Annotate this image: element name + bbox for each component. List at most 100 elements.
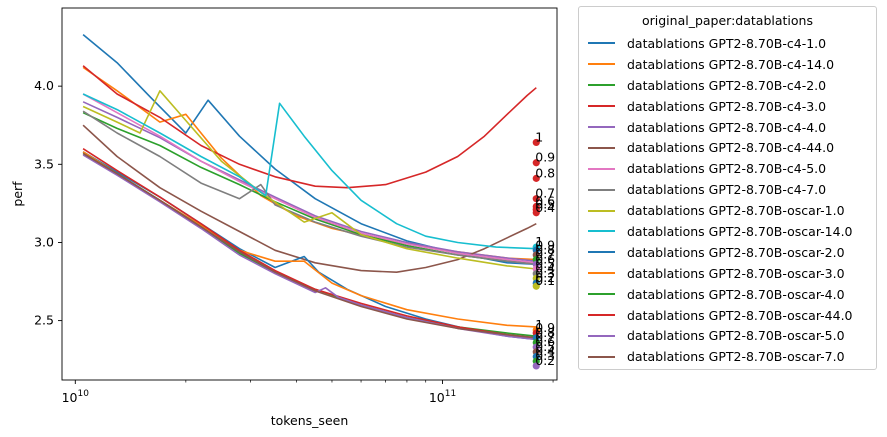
legend-label: datablations GPT2-8.70B-c4-44.0: [627, 140, 835, 156]
y-tick-label: 3.0: [34, 234, 54, 249]
legend-swatch: [588, 230, 615, 233]
legend-label: datablations GPT2-8.70B-oscar-44.0: [627, 307, 853, 323]
scatter-label: 1: [535, 129, 543, 144]
scatter-point: [532, 138, 540, 147]
legend-label: datablations GPT2-8.70B-c4-1.0: [627, 35, 827, 51]
legend-label: datablations GPT2-8.70B-oscar-7.0: [627, 349, 845, 365]
series-line-8: [82, 90, 537, 270]
legend-item: datablations GPT2-8.70B-oscar-44.0: [579, 305, 876, 326]
legend-label: datablations GPT2-8.70B-c4-7.0: [627, 182, 827, 198]
axes-frame: [61, 7, 558, 381]
legend-item: datablations GPT2-8.70B-c4-1.0: [579, 33, 876, 54]
series-line-6: [82, 93, 537, 264]
series-line-3: [82, 65, 537, 189]
scatter-label: 0.7: [535, 186, 555, 201]
legend-label: datablations GPT2-8.70B-oscar-14.0: [627, 223, 853, 239]
y-tick-label: 4.0: [34, 78, 54, 93]
scatter-point: [532, 209, 540, 217]
legend-item: datablations GPT2-8.70B-oscar-14.0: [579, 221, 876, 242]
legend-swatch: [588, 251, 615, 254]
series-line-9: [82, 93, 537, 250]
legend-item: datablations GPT2-8.70B-c4-5.0: [579, 158, 876, 179]
scatter-point: [532, 195, 540, 203]
scatter-label: 0.4: [535, 200, 555, 215]
legend-item: datablations GPT2-8.70B-oscar-4.0: [579, 284, 876, 305]
series-line-11: [82, 151, 537, 328]
scatter-label: 0.3: [535, 265, 555, 280]
scatter-point: [532, 282, 540, 290]
legend-item: datablations GPT2-8.70B-c4-3.0: [579, 96, 876, 117]
scatter-label: 0.7: [535, 247, 555, 262]
legend-label: datablations GPT2-8.70B-oscar-2.0: [627, 244, 845, 260]
y-axis-label: perf: [10, 181, 25, 207]
series-line-5: [82, 124, 537, 274]
series-line-13: [82, 148, 537, 339]
scatter-label: 1: [535, 317, 543, 332]
legend-item: datablations GPT2-8.70B-c4-4.0: [579, 117, 876, 138]
scatter-label: 0.4: [535, 261, 555, 276]
series-line-14: [82, 154, 537, 341]
series-line-0: [82, 33, 537, 266]
scatter-point: [532, 159, 540, 167]
scatter-label: 0.8: [535, 325, 555, 340]
scatter-label: 1: [535, 234, 543, 249]
scatter-label: 0.6: [535, 194, 555, 209]
legend-label: datablations GPT2-8.70B-oscar-5.0: [627, 328, 845, 344]
legend-swatch: [588, 84, 615, 87]
legend-swatch: [588, 188, 615, 191]
y-tick-label: 2.5: [34, 313, 54, 328]
legend-item: datablations GPT2-8.70B-c4-14.0: [579, 54, 876, 75]
scatter-point: [532, 362, 540, 370]
legend-item: datablations GPT2-8.70B-c4-7.0: [579, 179, 876, 200]
scatter-label: 0.8: [535, 165, 555, 180]
legend-swatch: [588, 146, 615, 149]
scatter-label: 0.7: [535, 329, 555, 344]
x-tick-label: 1011: [429, 389, 456, 405]
scatter-label: 0.8: [535, 242, 555, 257]
legend-swatch: [588, 272, 615, 275]
scatter-point: [532, 174, 540, 182]
scatter-label: 0.5: [535, 197, 555, 212]
x-tick-label: 1010: [62, 389, 90, 405]
series-line-1: [82, 66, 537, 261]
x-axis-label: tokens_seen: [271, 413, 349, 428]
legend-label: datablations GPT2-8.70B-oscar-4.0: [627, 286, 845, 302]
scatter-label: 0.9: [535, 237, 555, 252]
legend-swatch: [588, 209, 615, 212]
legend-label: datablations GPT2-8.70B-c4-4.0: [627, 119, 827, 135]
legend-label: datablations GPT2-8.70B-oscar-1.0: [627, 203, 845, 219]
legend-title: original_paper:datablations: [641, 13, 813, 28]
legend-label: datablations GPT2-8.70B-c4-3.0: [627, 98, 827, 114]
scatter-label: 0.1: [535, 273, 555, 288]
legend-label: datablations GPT2-8.70B-c4-14.0: [627, 56, 835, 72]
scatter-label: 0.9: [535, 320, 555, 335]
legend-item: datablations GPT2-8.70B-oscar-2.0: [579, 242, 876, 263]
scatter-label: 0.9: [535, 150, 555, 165]
series-line-2: [82, 111, 537, 264]
legend-label: datablations GPT2-8.70B-oscar-3.0: [627, 265, 845, 281]
scatter-label: 0.5: [535, 256, 555, 271]
legend-items: datablations GPT2-8.70B-c4-1.0 datablatio…: [579, 33, 876, 367]
series-line-7: [82, 110, 537, 266]
legend-item: datablations GPT2-8.70B-oscar-5.0: [579, 325, 876, 346]
scatter-label: 0.5: [535, 339, 555, 354]
legend: original_paper:datablations datablations…: [578, 6, 877, 370]
legend-swatch: [588, 63, 615, 66]
scatter-label: 0.3: [535, 348, 555, 363]
legend-label: datablations GPT2-8.70B-c4-2.0: [627, 77, 827, 93]
scatter-label: 0.6: [535, 334, 555, 349]
legend-item: datablations GPT2-8.70B-c4-44.0: [579, 137, 876, 158]
legend-swatch: [588, 167, 615, 170]
series-line-10: [82, 151, 537, 341]
legend-swatch: [588, 314, 615, 317]
scatter-label: 0.2: [535, 353, 555, 368]
scatter-label: 0.6: [535, 251, 555, 266]
legend-swatch: [588, 42, 615, 45]
scatter-label: 0.4: [535, 344, 555, 359]
series-line-15: [82, 152, 537, 339]
y-tick-label: 3.5: [34, 156, 54, 171]
legend-item: datablations GPT2-8.70B-oscar-7.0: [579, 346, 876, 367]
legend-swatch: [588, 105, 615, 108]
legend-item: datablations GPT2-8.70B-oscar-3.0: [579, 263, 876, 284]
